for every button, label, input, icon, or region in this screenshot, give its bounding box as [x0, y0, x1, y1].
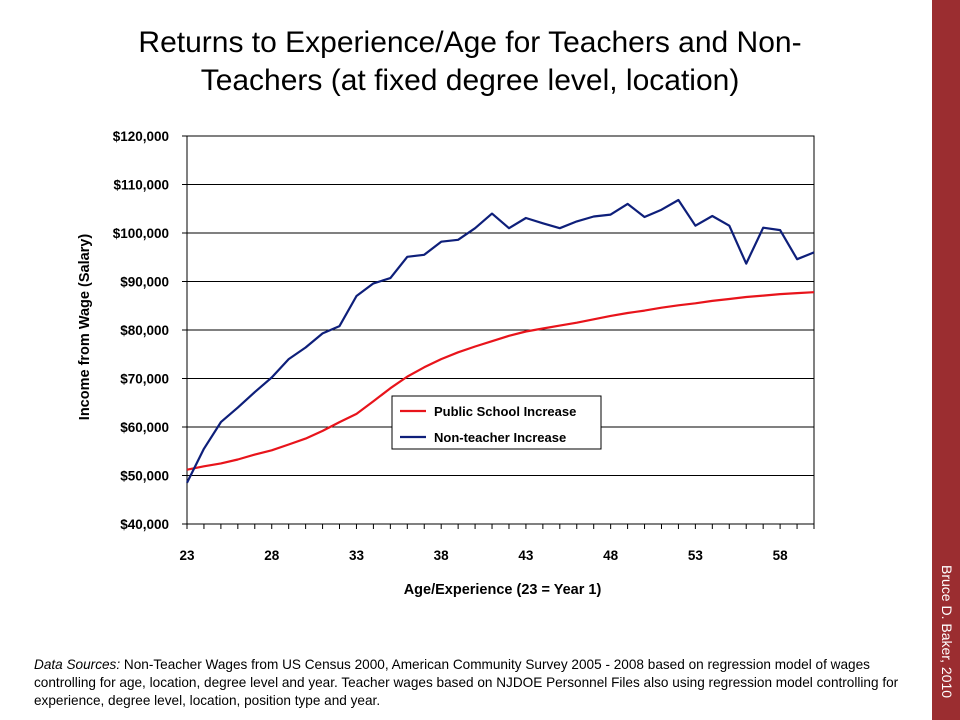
y-tick-label: $70,000 [120, 372, 169, 387]
y-tick-label: $40,000 [120, 517, 169, 532]
y-tick-label: $50,000 [120, 469, 169, 484]
footnote-label: Data Sources: [34, 657, 121, 672]
series-line-non-teacher [186, 198, 815, 484]
x-tick-label: 28 [264, 548, 280, 563]
line-chart: $40,000 $50,000 $60,000 $70,000 $80,000 $90,0… [77, 129, 815, 598]
y-tick-label: $80,000 [120, 323, 169, 338]
legend-box [391, 395, 602, 450]
legend-label: Non-teacher Increase [434, 430, 566, 445]
title-line-1: Returns to Experience/Age for Teachers a… [138, 26, 802, 59]
y-tick-label: $120,000 [113, 129, 169, 144]
x-axis-title: Age/Experience (23 = Year 1) [404, 582, 602, 598]
y-tick-label: $90,000 [120, 275, 169, 290]
x-tick-label: 48 [603, 548, 619, 563]
y-axis-title: Income from Wage (Salary) [77, 234, 93, 421]
y-tick-label: $60,000 [120, 420, 169, 435]
x-tick-label: 43 [518, 548, 534, 563]
x-tick-label: 53 [688, 548, 704, 563]
x-tick-label: 23 [179, 548, 195, 563]
series-line-public-school [186, 291, 815, 471]
author-credit: Bruce D. Baker, 2010 [939, 565, 955, 699]
accent-side-bar [932, 0, 960, 720]
x-tick-label: 33 [349, 548, 365, 563]
legend-label: Public School Increase [434, 404, 576, 419]
x-tick-label: 58 [773, 548, 789, 563]
data-sources-footnote: Data Sources: Non-Teacher Wages from US … [34, 656, 914, 710]
x-tick-label: 38 [434, 548, 450, 563]
footnote-text: Non-Teacher Wages from US Census 2000, A… [34, 657, 899, 708]
title-line-2: Teachers (at fixed degree level, locatio… [200, 64, 740, 97]
y-tick-label: $110,000 [113, 178, 169, 193]
slide-title: Returns to Experience/Age for Teachers a… [100, 24, 840, 100]
y-tick-label: $100,000 [113, 226, 169, 241]
